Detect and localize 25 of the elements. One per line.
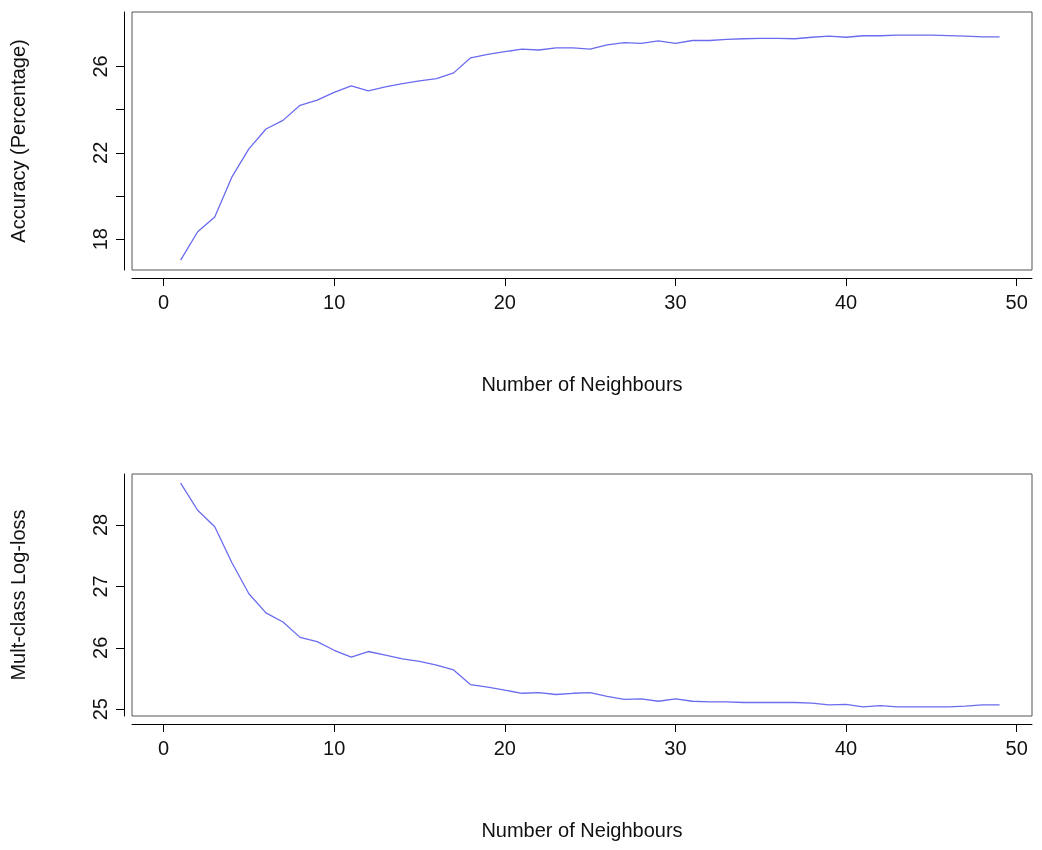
x-tick-label: 10 [323,291,346,313]
y-tick-label: 26 [89,55,111,78]
x-tick-label: 20 [493,737,516,759]
line-series [179,34,1001,261]
y-axis-title: Mult-class Log-loss [7,509,29,681]
y-tick-label: 22 [89,141,111,164]
x-tick-label: 0 [158,737,170,759]
x-tick-label: 20 [493,291,516,313]
x-axis-title: Number of Neighbours [481,373,683,395]
x-tick-label: 10 [323,737,346,759]
x-tick-label: 50 [1005,737,1028,759]
x-tick-label: 30 [664,737,687,759]
y-tick-label: 26 [89,636,111,659]
y-tick-label: 27 [89,575,111,598]
x-axis-title: Number of Neighbours [481,819,683,841]
y-axis-title: Accuracy (Percentage) [7,39,29,243]
line-series [179,482,1001,708]
x-tick-label: 40 [834,291,858,313]
x-tick-label: 30 [664,291,687,313]
x-tick-label: 0 [158,291,170,313]
x-tick-label: 40 [834,737,858,759]
y-tick-label: 28 [89,513,111,537]
y-tick-label: 25 [89,698,111,721]
x-tick-label: 50 [1005,291,1028,313]
y-tick-label: 18 [89,228,111,251]
